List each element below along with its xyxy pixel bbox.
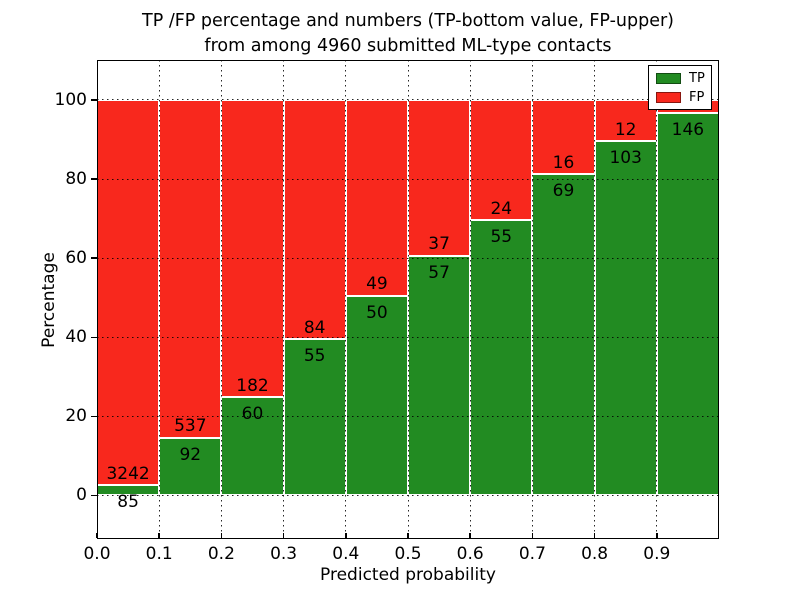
fp-count-label: 12 [614,119,637,140]
chart-title-line1: TP /FP percentage and numbers (TP-bottom… [142,11,674,31]
fp-count-label: 37 [428,234,450,255]
y-tick-label: 40 [65,327,87,348]
y-tick-label: 0 [76,485,87,506]
legend-entry-fp: FP [656,91,704,104]
fp-count-label: 3242 [106,463,150,484]
legend: TP FP [648,65,712,110]
x-tick-label: 0.7 [518,544,546,564]
x-tick-label: 0.8 [581,544,609,564]
x-gridline [345,60,347,539]
bar-tp-segment [159,437,222,496]
y-axis-tick [91,257,97,259]
y-gridline [97,415,719,417]
bar-tp-segment [408,255,471,496]
x-tick-label: 0.3 [270,544,298,564]
y-axis-tick [91,99,97,101]
x-axis-tick [656,532,658,538]
x-axis-tick [282,532,285,538]
tp-count-label: 92 [179,444,202,465]
bar-fp-segment [283,99,346,339]
x-axis-label: Predicted probability [320,565,496,585]
chart-title: TP /FP percentage and numbers (TP-bottom… [97,9,719,59]
x-tick-label: 0.6 [456,544,484,564]
fp-count-label: 49 [366,274,388,295]
x-gridline [407,60,409,539]
bar-fp-segment [159,99,222,438]
tp-count-label: 146 [671,120,705,141]
bar-fp-segment [532,99,595,175]
y-axis-tick [91,494,97,497]
fp-count-label: 537 [174,416,207,437]
x-axis-tick [407,532,409,538]
y-gridline [97,257,719,259]
y-gridline [97,494,719,496]
bar-fp-segment [97,99,160,486]
legend-swatch-tp [656,73,681,84]
y-axis-tick [91,178,97,180]
x-gridline [469,60,471,539]
x-gridline [531,60,533,539]
y-tick-label: 20 [65,406,87,427]
tp-count-label: 60 [241,404,264,425]
tp-count-label: 57 [428,262,450,283]
tp-count-label: 50 [366,302,388,323]
x-gridline [220,60,222,539]
legend-label: FP [689,90,705,105]
x-axis-tick [158,532,160,538]
bar-fp-segment [221,99,284,398]
bar-fp-segment [408,99,471,256]
bar-tp-segment [221,397,284,496]
x-axis-tick [593,532,596,538]
chart-title-line2: from among 4960 submitted ML-type contac… [204,36,612,56]
x-axis-tick [96,532,98,538]
fp-count-label: 182 [236,375,269,396]
bar-fp-segment [470,99,533,221]
y-gridline [97,178,719,180]
y-axis-tick [91,415,97,418]
x-axis-tick [469,532,471,538]
bar-fp-segment [345,99,408,296]
x-tick-label: 0.2 [207,544,235,564]
tp-count-label: 55 [303,345,326,366]
x-axis-tick [531,532,534,538]
bar-tp-segment [345,295,408,496]
fp-count-label: 16 [552,152,575,173]
tp-count-label: 69 [552,181,575,202]
x-tick-label: 0.4 [332,544,360,564]
y-axis-tick [91,336,97,339]
bar-tp-segment [470,220,533,496]
bar-tp-segment [594,141,657,496]
x-tick-label: 0.0 [83,544,111,564]
tp-count-label: 103 [609,148,642,169]
x-axis-tick [345,532,347,538]
tp-count-label: 55 [490,227,513,248]
bar-tp-segment [656,113,719,496]
plot-area: TP FP 3242 85 537 92 182 60 84 55 49 50 37 57 24 55 16 6… [55,60,719,564]
legend-label: TP [689,71,705,86]
x-tick-label: 0.5 [394,544,422,564]
x-tick-label: 0.9 [643,544,671,564]
x-gridline [158,60,160,539]
fp-count-label: 84 [303,317,326,338]
y-tick-label: 100 [54,89,87,110]
fp-count-label: 24 [490,198,513,219]
y-tick-label: 60 [65,248,87,269]
y-gridline [97,336,719,338]
bar-fp-segment [594,99,657,142]
x-gridline [283,60,285,539]
bar-tp-segment [283,338,346,496]
x-axis-tick [220,532,223,538]
tp-count-label: 85 [117,492,139,513]
y-tick-label: 80 [65,169,87,190]
bar-tp-segment [532,174,595,496]
x-gridline [594,60,596,539]
y-gridline [97,99,719,101]
legend-entry-tp: TP [656,71,705,86]
x-tick-label: 0.1 [145,544,173,564]
x-gridline [656,60,658,539]
legend-swatch-fp [656,92,681,103]
